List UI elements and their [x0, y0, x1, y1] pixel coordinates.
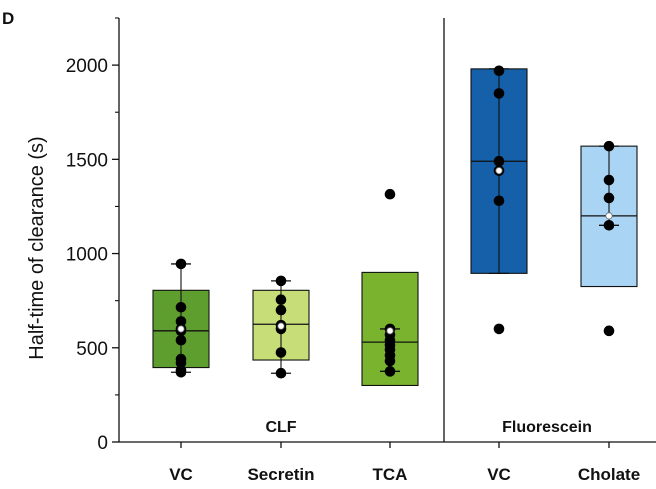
y-axis-title: Half-time of clearance (s) — [26, 136, 48, 359]
data-point — [275, 294, 287, 306]
box-2 — [252, 275, 310, 379]
data-point — [603, 140, 615, 152]
mean-marker — [277, 322, 285, 330]
group-label: CLF — [265, 419, 296, 436]
data-point — [275, 347, 287, 358]
x-tick-label: Cholate — [578, 465, 640, 484]
x-tick-label: VC — [169, 465, 193, 484]
data-point — [384, 355, 396, 367]
mean-marker — [386, 327, 394, 335]
y-tick-label: 1500 — [66, 150, 108, 171]
y-tick-label: 1000 — [66, 245, 108, 266]
mean-marker — [495, 167, 503, 175]
box-5 — [580, 140, 638, 337]
data-point — [275, 367, 287, 379]
box-1 — [152, 258, 210, 378]
data-point — [175, 357, 187, 369]
data-point — [603, 174, 615, 186]
x-tick-label: TCA — [373, 465, 408, 484]
plot-area: 0 500 1000 1500 2000 VC Secretin TCA VC Cholate CL… — [66, 17, 656, 484]
y-tick-label: 500 — [76, 339, 108, 360]
data-point — [275, 304, 287, 316]
data-point — [384, 366, 396, 377]
data-point — [175, 366, 187, 378]
data-point — [603, 192, 615, 204]
mean-marker — [605, 212, 613, 220]
x-tick-label: VC — [487, 465, 511, 484]
data-point — [175, 301, 187, 313]
box-4 — [470, 65, 528, 335]
data-point — [493, 195, 505, 207]
y-tick-label: 2000 — [66, 56, 108, 77]
data-point — [175, 334, 187, 346]
data-point — [493, 155, 505, 167]
data-point — [175, 258, 187, 270]
group-label: Fluorescein — [502, 419, 592, 436]
data-point — [493, 65, 505, 77]
mean-marker — [177, 325, 185, 333]
data-point — [493, 88, 505, 99]
data-point — [175, 316, 187, 327]
data-point — [603, 219, 615, 231]
data-point — [493, 323, 505, 335]
data-point — [603, 325, 615, 337]
box-3 — [361, 188, 419, 387]
y-tick-label: 0 — [97, 433, 108, 454]
data-point — [275, 275, 287, 287]
x-tick-label: Secretin — [247, 465, 314, 484]
data-point — [384, 188, 396, 200]
panel-label: D — [2, 9, 14, 28]
